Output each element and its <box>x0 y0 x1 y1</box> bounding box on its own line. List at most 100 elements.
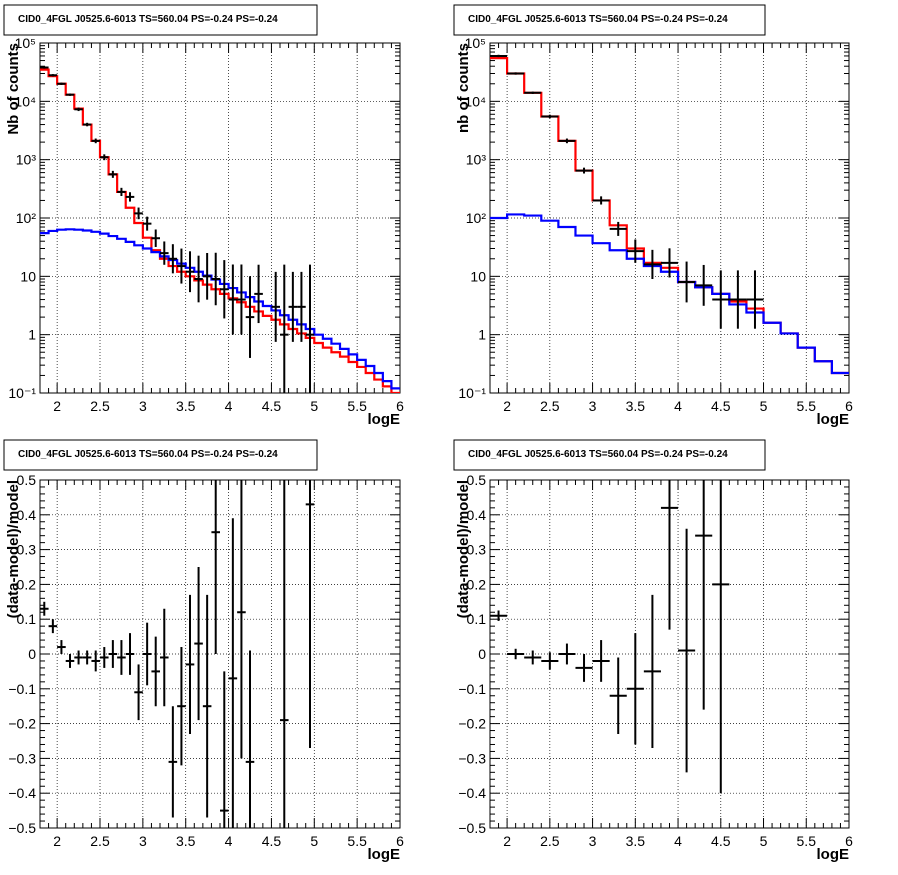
data-point <box>643 594 661 748</box>
x-tick-label: 2 <box>53 833 61 849</box>
data-point <box>695 264 713 306</box>
x-tick-label: 3.5 <box>176 398 196 414</box>
data-point <box>695 480 713 710</box>
plot-content <box>490 54 849 375</box>
y-tick-label: 0.3 <box>467 542 487 558</box>
x-tick-label: 3 <box>589 833 597 849</box>
data-point <box>151 636 160 707</box>
data-point <box>40 601 49 616</box>
y-tick-label: 0.1 <box>17 611 37 627</box>
data-point <box>82 650 92 665</box>
x-tick-label: 3.5 <box>176 833 196 849</box>
data-point <box>592 196 610 205</box>
data-point <box>609 221 627 236</box>
title-box <box>3 439 318 471</box>
data-point <box>228 518 238 828</box>
data-point <box>211 480 220 654</box>
plot-content <box>490 480 730 794</box>
chart-pad-2: 2 2.5 3 3.5 4 4.5 5 5.5 6 10⁻¹ 1 10 10² 10³ 10⁴ 10⁵ logE… <box>453 4 853 428</box>
y-tick-label: 1 <box>28 327 36 343</box>
grid-lines <box>40 480 400 828</box>
data-point <box>220 671 229 828</box>
chart-pad-1: 2 2.5 3 3.5 4 4.5 5 5.5 6 10⁻¹ 1 10 10² 10³ 10⁴ 10⁵ logE… <box>3 4 404 428</box>
data-point <box>125 633 135 675</box>
x-tick-label: 4 <box>674 398 682 414</box>
x-tick-label: 2.5 <box>90 398 110 414</box>
y-tick-label: 0.1 <box>467 611 487 627</box>
x-tick-marks <box>489 480 850 828</box>
x-tick-label: 3 <box>589 398 597 414</box>
x-tick-label: 3 <box>139 398 147 414</box>
y-tick-label: 0 <box>28 646 36 662</box>
data-point <box>592 640 610 682</box>
data-point <box>211 252 220 306</box>
data-point <box>117 640 126 675</box>
data-point <box>575 654 593 682</box>
data-point <box>160 241 169 265</box>
x-tick-label: 5 <box>760 398 768 414</box>
data-point <box>712 270 730 329</box>
data-point <box>202 594 212 818</box>
y-axis-label: (data-model)/model <box>455 480 472 618</box>
chart-title: CID0_4FGL J0525.6-6013 TS=560.04 PS=-0.2… <box>18 14 278 25</box>
data-point <box>151 229 160 247</box>
data-point <box>100 647 109 668</box>
y-tick-marks <box>490 42 849 394</box>
data-point <box>660 248 679 278</box>
data-point <box>507 72 525 75</box>
data-point <box>194 567 203 721</box>
x-tick-marks <box>39 43 401 393</box>
data-point <box>125 192 135 202</box>
y-tick-label: 10² <box>466 210 487 226</box>
data-point <box>57 82 66 85</box>
data-point <box>237 480 246 759</box>
data-point <box>626 239 644 263</box>
data-point <box>91 138 100 144</box>
data-point <box>746 270 764 329</box>
x-tick-label: 5.5 <box>347 398 367 414</box>
x-tick-label: 5 <box>310 833 318 849</box>
x-axis-label: logE <box>368 846 401 863</box>
data-point <box>160 608 169 707</box>
x-tick-label: 6 <box>396 398 404 414</box>
title-box <box>3 4 318 36</box>
data-point <box>575 167 593 174</box>
data-point <box>134 664 143 721</box>
data-point <box>194 255 203 303</box>
y-tick-label: 0.4 <box>17 507 37 523</box>
data-point <box>280 264 289 393</box>
data-point <box>254 264 263 324</box>
x-tick-label: 4.5 <box>711 833 731 849</box>
data-point <box>729 270 747 329</box>
grid-lines <box>40 43 400 393</box>
data-point <box>558 138 576 144</box>
x-tick-label: 2 <box>53 398 61 414</box>
data-point <box>490 610 508 621</box>
data-point <box>74 107 83 112</box>
data-point <box>177 647 186 766</box>
y-tick-label: −0.5 <box>458 820 486 836</box>
x-tick-label: 4.5 <box>262 398 282 414</box>
x-tick-label: 2 <box>503 833 511 849</box>
data-point <box>643 249 661 280</box>
data-point <box>280 480 289 828</box>
y-tick-marks <box>490 479 849 829</box>
y-tick-label: 10 <box>470 268 486 284</box>
y-tick-label: 10⁻¹ <box>8 385 36 401</box>
y-tick-label: −0.1 <box>458 681 486 697</box>
data-point <box>134 207 143 220</box>
y-tick-label: 1 <box>478 327 486 343</box>
data-point <box>74 650 83 665</box>
y-axis-label: (data-model)/model <box>5 480 22 618</box>
data-point <box>524 650 542 665</box>
x-tick-label: 3.5 <box>626 398 646 414</box>
y-tick-label: 0.5 <box>17 472 37 488</box>
title-box <box>453 4 766 36</box>
y-tick-label: −0.4 <box>8 785 36 801</box>
data-point <box>271 271 280 342</box>
data-point <box>541 652 559 670</box>
y-tick-label: 10⁻¹ <box>458 385 486 401</box>
x-tick-label: 4.5 <box>262 833 282 849</box>
x-tick-label: 2 <box>503 398 511 414</box>
data-point <box>168 244 178 274</box>
